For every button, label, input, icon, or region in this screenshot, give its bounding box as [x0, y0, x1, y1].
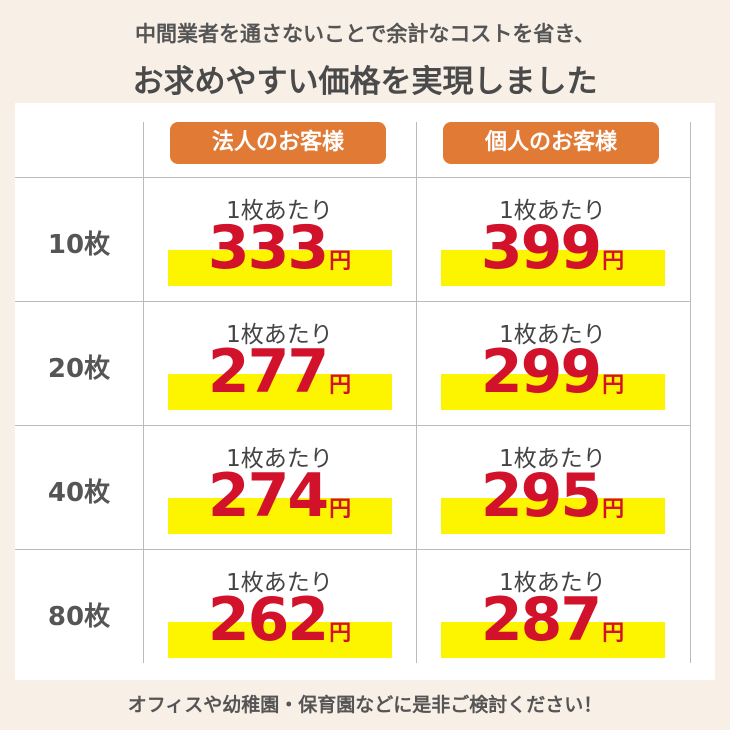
note: 1枚あたり: [226, 322, 333, 348]
price: 299円: [416, 337, 689, 407]
note: 1枚あたり: [499, 570, 606, 596]
highlight: [441, 250, 665, 286]
highlight: [168, 622, 392, 658]
column-header: 個人のお客様: [443, 122, 659, 164]
price-value: 299: [480, 337, 602, 407]
price-unit: 円: [602, 249, 625, 274]
highlight: [441, 498, 665, 534]
row-label: 40枚: [47, 478, 111, 508]
price-value: 295: [480, 461, 602, 531]
price-value: 277: [207, 337, 329, 407]
note: 1枚あたり: [499, 446, 606, 472]
price-unit: 円: [602, 497, 625, 522]
price: 274円: [143, 461, 416, 531]
price-value: 287: [480, 585, 602, 655]
divider: [690, 122, 691, 663]
headline: お求めやすい価格を実現しました: [132, 64, 598, 100]
footer: オフィスや幼稚園・保育園などに是非ご検討ください！: [127, 694, 603, 716]
row-label: 80枚: [47, 602, 111, 632]
highlight: [168, 498, 392, 534]
highlight: [168, 374, 392, 410]
divider: [15, 301, 690, 302]
price-unit: 円: [329, 249, 352, 274]
divider: [416, 122, 417, 663]
divider: [15, 425, 690, 426]
price: 399円: [416, 213, 689, 283]
divider: [15, 177, 690, 178]
price-value: 399: [480, 213, 602, 283]
price-unit: 円: [602, 373, 625, 398]
price: 287円: [416, 585, 689, 655]
price: 295円: [416, 461, 689, 531]
price: 262円: [143, 585, 416, 655]
price: 277円: [143, 337, 416, 407]
column-header: 法人のお客様: [170, 122, 386, 164]
highlight: [441, 622, 665, 658]
price-value: 333: [207, 213, 329, 283]
price-value: 262: [207, 585, 329, 655]
highlight: [441, 374, 665, 410]
divider: [15, 549, 690, 550]
price-unit: 円: [329, 373, 352, 398]
price-unit: 円: [329, 497, 352, 522]
note: 1枚あたり: [499, 322, 606, 348]
note: 1枚あたり: [226, 198, 333, 224]
row-label: 10枚: [47, 230, 111, 260]
price-unit: 円: [602, 621, 625, 646]
price-value: 274: [207, 461, 329, 531]
divider: [143, 122, 144, 663]
row-label: 20枚: [47, 354, 111, 384]
note: 1枚あたり: [499, 198, 606, 224]
price: 333円: [143, 213, 416, 283]
highlight: [168, 250, 392, 286]
price-unit: 円: [329, 621, 352, 646]
headline-sub: 中間業者を通さないことで余計なコストを省き、: [135, 22, 595, 46]
note: 1枚あたり: [226, 446, 333, 472]
note: 1枚あたり: [226, 570, 333, 596]
